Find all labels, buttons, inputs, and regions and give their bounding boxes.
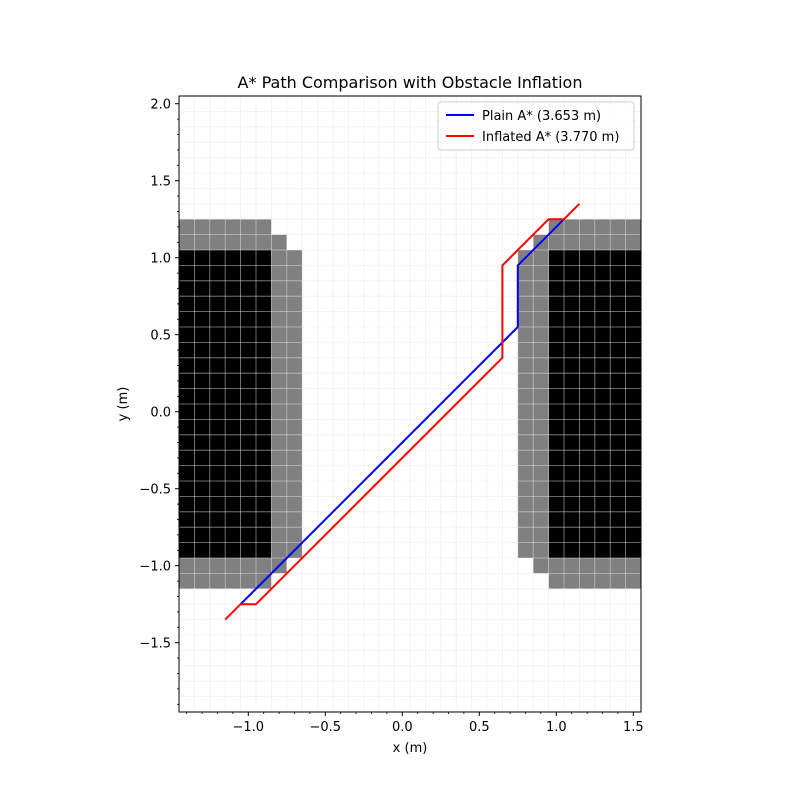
legend-label: Plain A* (3.653 m) — [482, 109, 601, 124]
series-layer — [224, 203, 581, 621]
ticks-layer: −1.0 −0.5 0.0 0.5 1.0 1.5 −1.5 −1.0 −0.5 0.0 0.5 1.… — [139, 98, 643, 735]
y-tick-label: −1.0 — [139, 560, 171, 575]
chart-title: A* Path Comparison with Obstacle Inflati… — [238, 73, 583, 92]
inflation-region — [533, 558, 549, 574]
x-tick-label: −0.5 — [310, 720, 342, 735]
plot-frame — [178, 95, 642, 713]
x-tick-label: 1.0 — [546, 720, 567, 735]
y-tick-label: 0.0 — [150, 406, 171, 421]
inflation-region — [271, 234, 287, 250]
x-tick-label: 1.5 — [623, 720, 644, 735]
y-tick-label: −0.5 — [139, 483, 171, 498]
grid-layer — [178, 95, 642, 713]
y-axis-label: y (m) — [116, 387, 131, 422]
y-tick-label: −1.5 — [139, 637, 171, 652]
x-tick-label: −1.0 — [233, 720, 265, 735]
y-tick-label: 1.0 — [150, 252, 171, 267]
legend: Plain A* (3.653 m) Inflated A* (3.770 m) — [437, 101, 635, 151]
legend-box — [437, 101, 635, 151]
series-line-plain-astar — [239, 218, 565, 605]
x-tick-label: 0.0 — [392, 720, 413, 735]
y-tick-label: 0.5 — [150, 329, 171, 344]
series-line-inflated-astar — [224, 203, 581, 621]
legend-label: Inflated A* (3.770 m) — [482, 130, 619, 145]
x-axis-label: x (m) — [393, 741, 428, 756]
x-tick-label: 0.5 — [469, 720, 490, 735]
y-tick-label: 1.5 — [150, 175, 171, 190]
y-tick-label: 2.0 — [150, 98, 171, 113]
